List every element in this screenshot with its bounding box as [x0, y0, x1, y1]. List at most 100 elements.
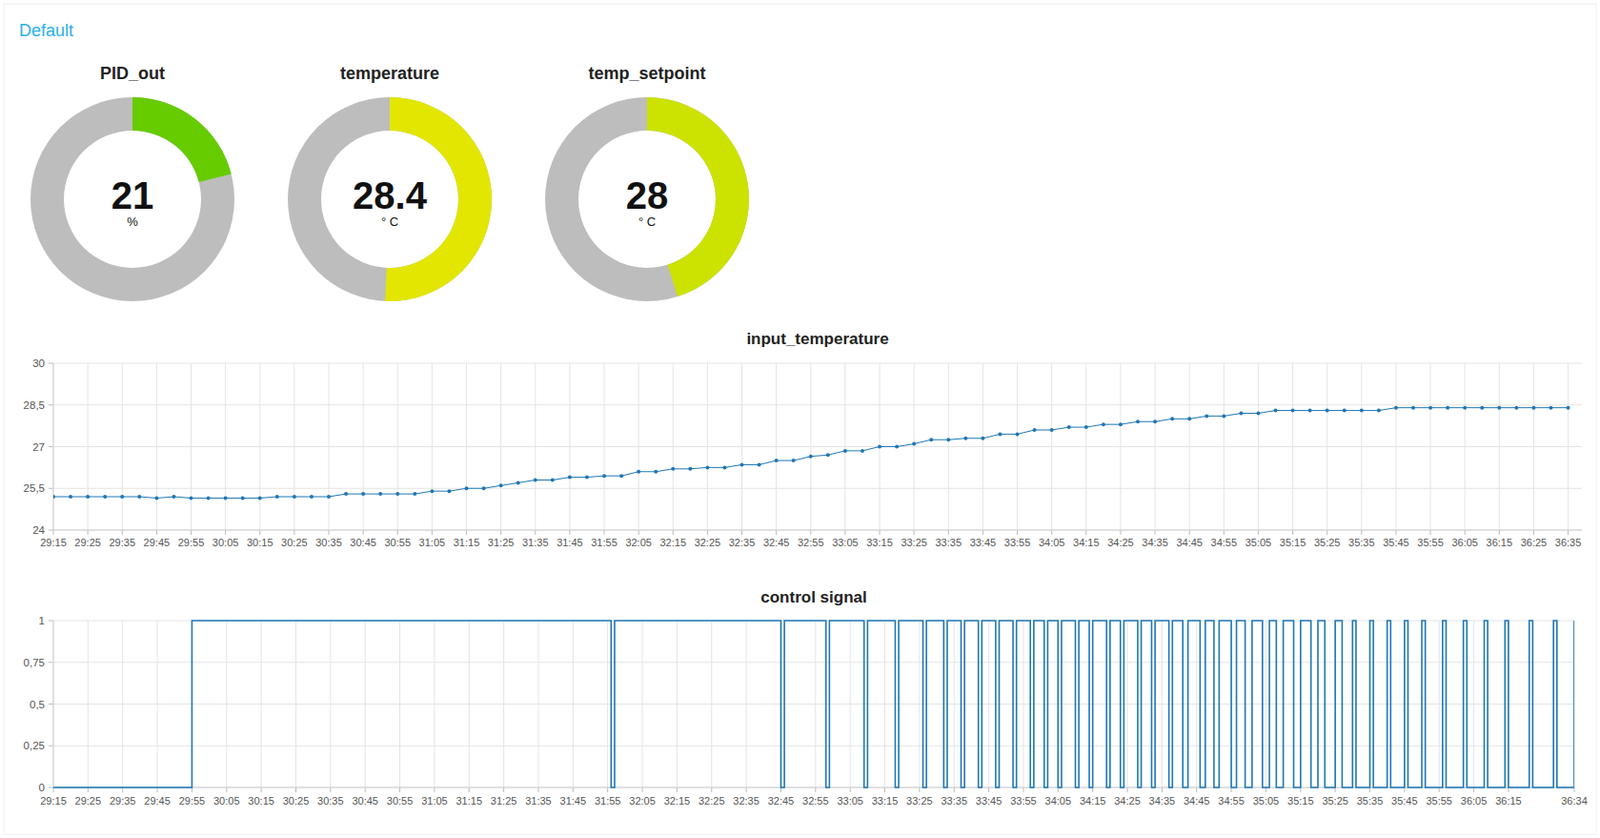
card — [3, 3, 1597, 834]
tick-mark — [156, 529, 158, 535]
data-point — [241, 495, 245, 500]
grid-line — [913, 363, 915, 530]
grid-line — [707, 363, 709, 530]
tick-mark — [1161, 787, 1163, 792]
tick-mark — [568, 529, 570, 535]
data-point — [499, 483, 504, 487]
data-point — [929, 437, 933, 442]
tick-label: 32:45 — [768, 794, 795, 807]
data-point — [292, 494, 297, 499]
data-point — [1015, 431, 1020, 436]
tick-mark — [638, 529, 640, 535]
tick-mark — [537, 787, 539, 792]
tick-label: 33:55 — [1010, 794, 1037, 807]
tick-label: 29:25 — [75, 794, 102, 807]
data-point — [326, 494, 331, 499]
data-point — [412, 491, 417, 496]
data-point — [1548, 405, 1553, 410]
tick-label: 31:25 — [487, 536, 515, 548]
tick-mark — [604, 529, 606, 535]
tick-label: 34:35 — [1149, 794, 1176, 807]
tick-label: 33:25 — [900, 536, 928, 548]
grid-line — [537, 620, 539, 788]
tick-label: 0,25 — [23, 739, 45, 751]
grid-line — [1161, 620, 1163, 788]
grid-line — [884, 620, 886, 788]
tick-label: 30:15 — [247, 794, 275, 807]
data-point — [309, 494, 314, 499]
tick-mark — [190, 529, 192, 535]
data-point — [189, 495, 194, 500]
tick-label: 30:45 — [351, 794, 379, 807]
tick-mark — [295, 787, 297, 792]
grid-line — [1473, 620, 1475, 788]
data-point — [482, 486, 487, 490]
tick-mark — [500, 529, 502, 535]
grid-line — [642, 620, 644, 788]
data-point — [791, 458, 796, 463]
data-point — [1462, 405, 1467, 410]
tick-label: 30:25 — [283, 794, 310, 807]
data-point — [446, 488, 451, 493]
grid-line — [1395, 363, 1397, 530]
grid-line — [1464, 363, 1466, 530]
data-point — [1032, 427, 1037, 432]
tick-mark — [1533, 529, 1535, 535]
grid-line — [224, 363, 226, 530]
tick-mark — [710, 787, 712, 792]
tick-label: 33:35 — [935, 536, 963, 548]
grid-line — [1189, 363, 1191, 530]
tick-mark — [814, 787, 816, 792]
tick-mark — [676, 787, 678, 792]
tick-label: 0,75 — [23, 656, 45, 669]
grid-line — [1016, 363, 1018, 530]
grid-line — [1257, 363, 1259, 530]
tick-label: 34:05 — [1045, 794, 1073, 807]
tick-label: 33:25 — [906, 794, 933, 807]
grid-line — [1567, 363, 1569, 530]
tick-mark — [1127, 787, 1129, 792]
chart-title: control signal — [760, 587, 867, 607]
data-point — [1428, 405, 1433, 410]
grid-line — [157, 620, 159, 788]
data-point — [809, 454, 813, 459]
data-point — [1101, 422, 1106, 426]
tick-label: 33:35 — [940, 794, 968, 807]
grid-line — [121, 363, 123, 530]
data-point — [1359, 408, 1364, 413]
tick-mark — [1292, 529, 1294, 535]
data-point — [1479, 405, 1484, 410]
tick-label: 36:25 — [1520, 536, 1548, 548]
plot-area — [53, 405, 1571, 501]
data-point — [1394, 405, 1398, 410]
gauge-arc — [132, 97, 232, 183]
grid-line — [568, 363, 570, 530]
grid-line — [638, 363, 640, 530]
data-point — [1514, 405, 1519, 410]
tick-mark — [572, 787, 574, 792]
grid-line — [53, 661, 1575, 663]
grid-line — [53, 620, 55, 788]
tick-label: 36:15 — [1486, 536, 1514, 548]
tick-mark — [1360, 529, 1362, 535]
tick-label: 31:15 — [455, 794, 483, 807]
grid-line — [982, 363, 984, 530]
data-point — [275, 494, 280, 499]
data-point — [1411, 405, 1416, 410]
data-point — [1050, 427, 1054, 432]
data-point — [1566, 405, 1571, 410]
tick-mark — [1498, 529, 1500, 535]
data-point — [911, 442, 916, 446]
grid-line — [53, 404, 1582, 406]
tick-label: 29:45 — [143, 536, 171, 548]
grid-line — [607, 620, 608, 788]
tick-label: 30:15 — [246, 536, 274, 548]
tick-label: 30:55 — [384, 536, 411, 548]
tick-mark — [48, 529, 54, 531]
data-point — [429, 488, 434, 493]
tick-label: 31:45 — [560, 794, 588, 807]
tick-mark — [1395, 529, 1397, 535]
grid-line — [53, 487, 1582, 489]
tick-label: 33:05 — [831, 536, 859, 548]
tick-mark — [1022, 787, 1024, 792]
